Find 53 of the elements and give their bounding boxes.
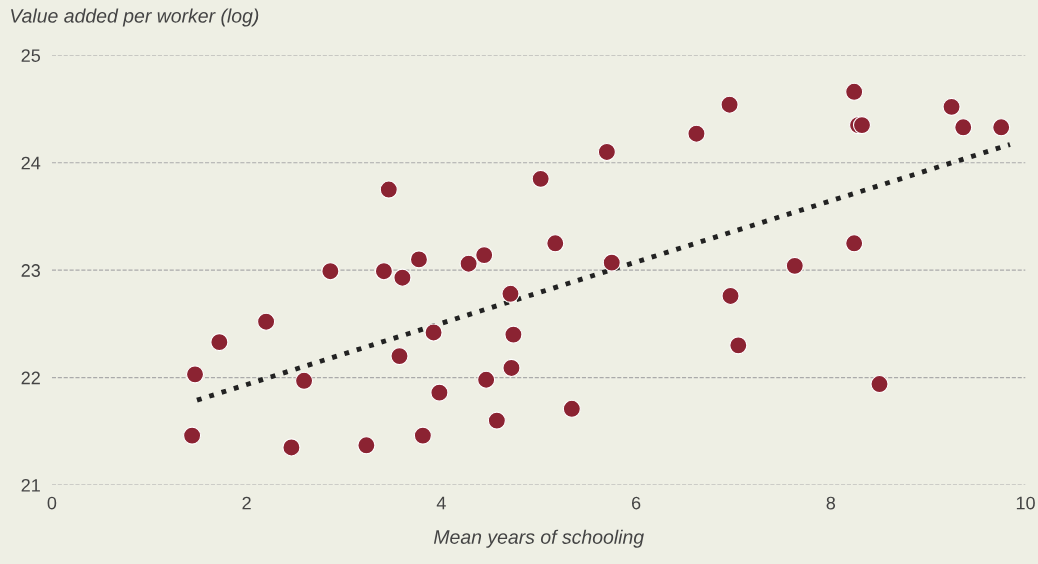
point xyxy=(390,347,409,366)
point xyxy=(430,383,449,402)
point xyxy=(729,336,748,355)
point xyxy=(845,234,864,253)
point xyxy=(321,262,340,281)
y-tick-label: 22 xyxy=(21,371,40,385)
point xyxy=(852,116,872,135)
point xyxy=(409,250,429,269)
x-tick-label: 0 xyxy=(47,496,57,510)
point xyxy=(477,370,496,389)
point xyxy=(721,286,740,306)
point xyxy=(687,124,706,143)
point xyxy=(502,358,521,377)
point xyxy=(501,284,520,303)
point xyxy=(785,256,804,275)
point xyxy=(183,426,202,445)
point xyxy=(459,254,478,273)
point xyxy=(374,262,393,281)
point xyxy=(475,246,494,265)
point xyxy=(295,371,314,390)
point xyxy=(870,374,889,394)
y-tick-label: 23 xyxy=(21,264,40,277)
point xyxy=(597,142,616,162)
point xyxy=(562,399,581,418)
point xyxy=(504,325,523,344)
y-tick-label: 24 xyxy=(21,156,41,170)
y-tick-label: 25 xyxy=(21,49,41,62)
point xyxy=(379,180,398,199)
x-axis-title: Mean years of schooling xyxy=(433,529,644,548)
point xyxy=(424,323,443,342)
point xyxy=(992,118,1011,137)
point xyxy=(257,312,276,331)
x-tick-label: 8 xyxy=(826,496,836,510)
point xyxy=(487,411,506,430)
point xyxy=(185,365,205,384)
x-tick-label: 10 xyxy=(1016,496,1035,510)
y-tick-label: 21 xyxy=(21,478,40,492)
point xyxy=(546,234,565,253)
point xyxy=(720,95,739,114)
x-tick-label: 2 xyxy=(242,496,251,510)
point xyxy=(954,118,973,137)
point xyxy=(845,82,864,101)
point xyxy=(531,169,550,188)
point xyxy=(357,436,376,455)
point xyxy=(210,333,229,352)
point xyxy=(942,97,961,116)
point xyxy=(413,426,432,445)
point xyxy=(282,438,301,457)
x-tick-label: 4 xyxy=(436,496,446,510)
x-tick-label: 6 xyxy=(631,496,641,510)
y-axis-title: Value added per worker (log) xyxy=(11,8,259,27)
point xyxy=(602,253,621,272)
point xyxy=(393,268,412,287)
